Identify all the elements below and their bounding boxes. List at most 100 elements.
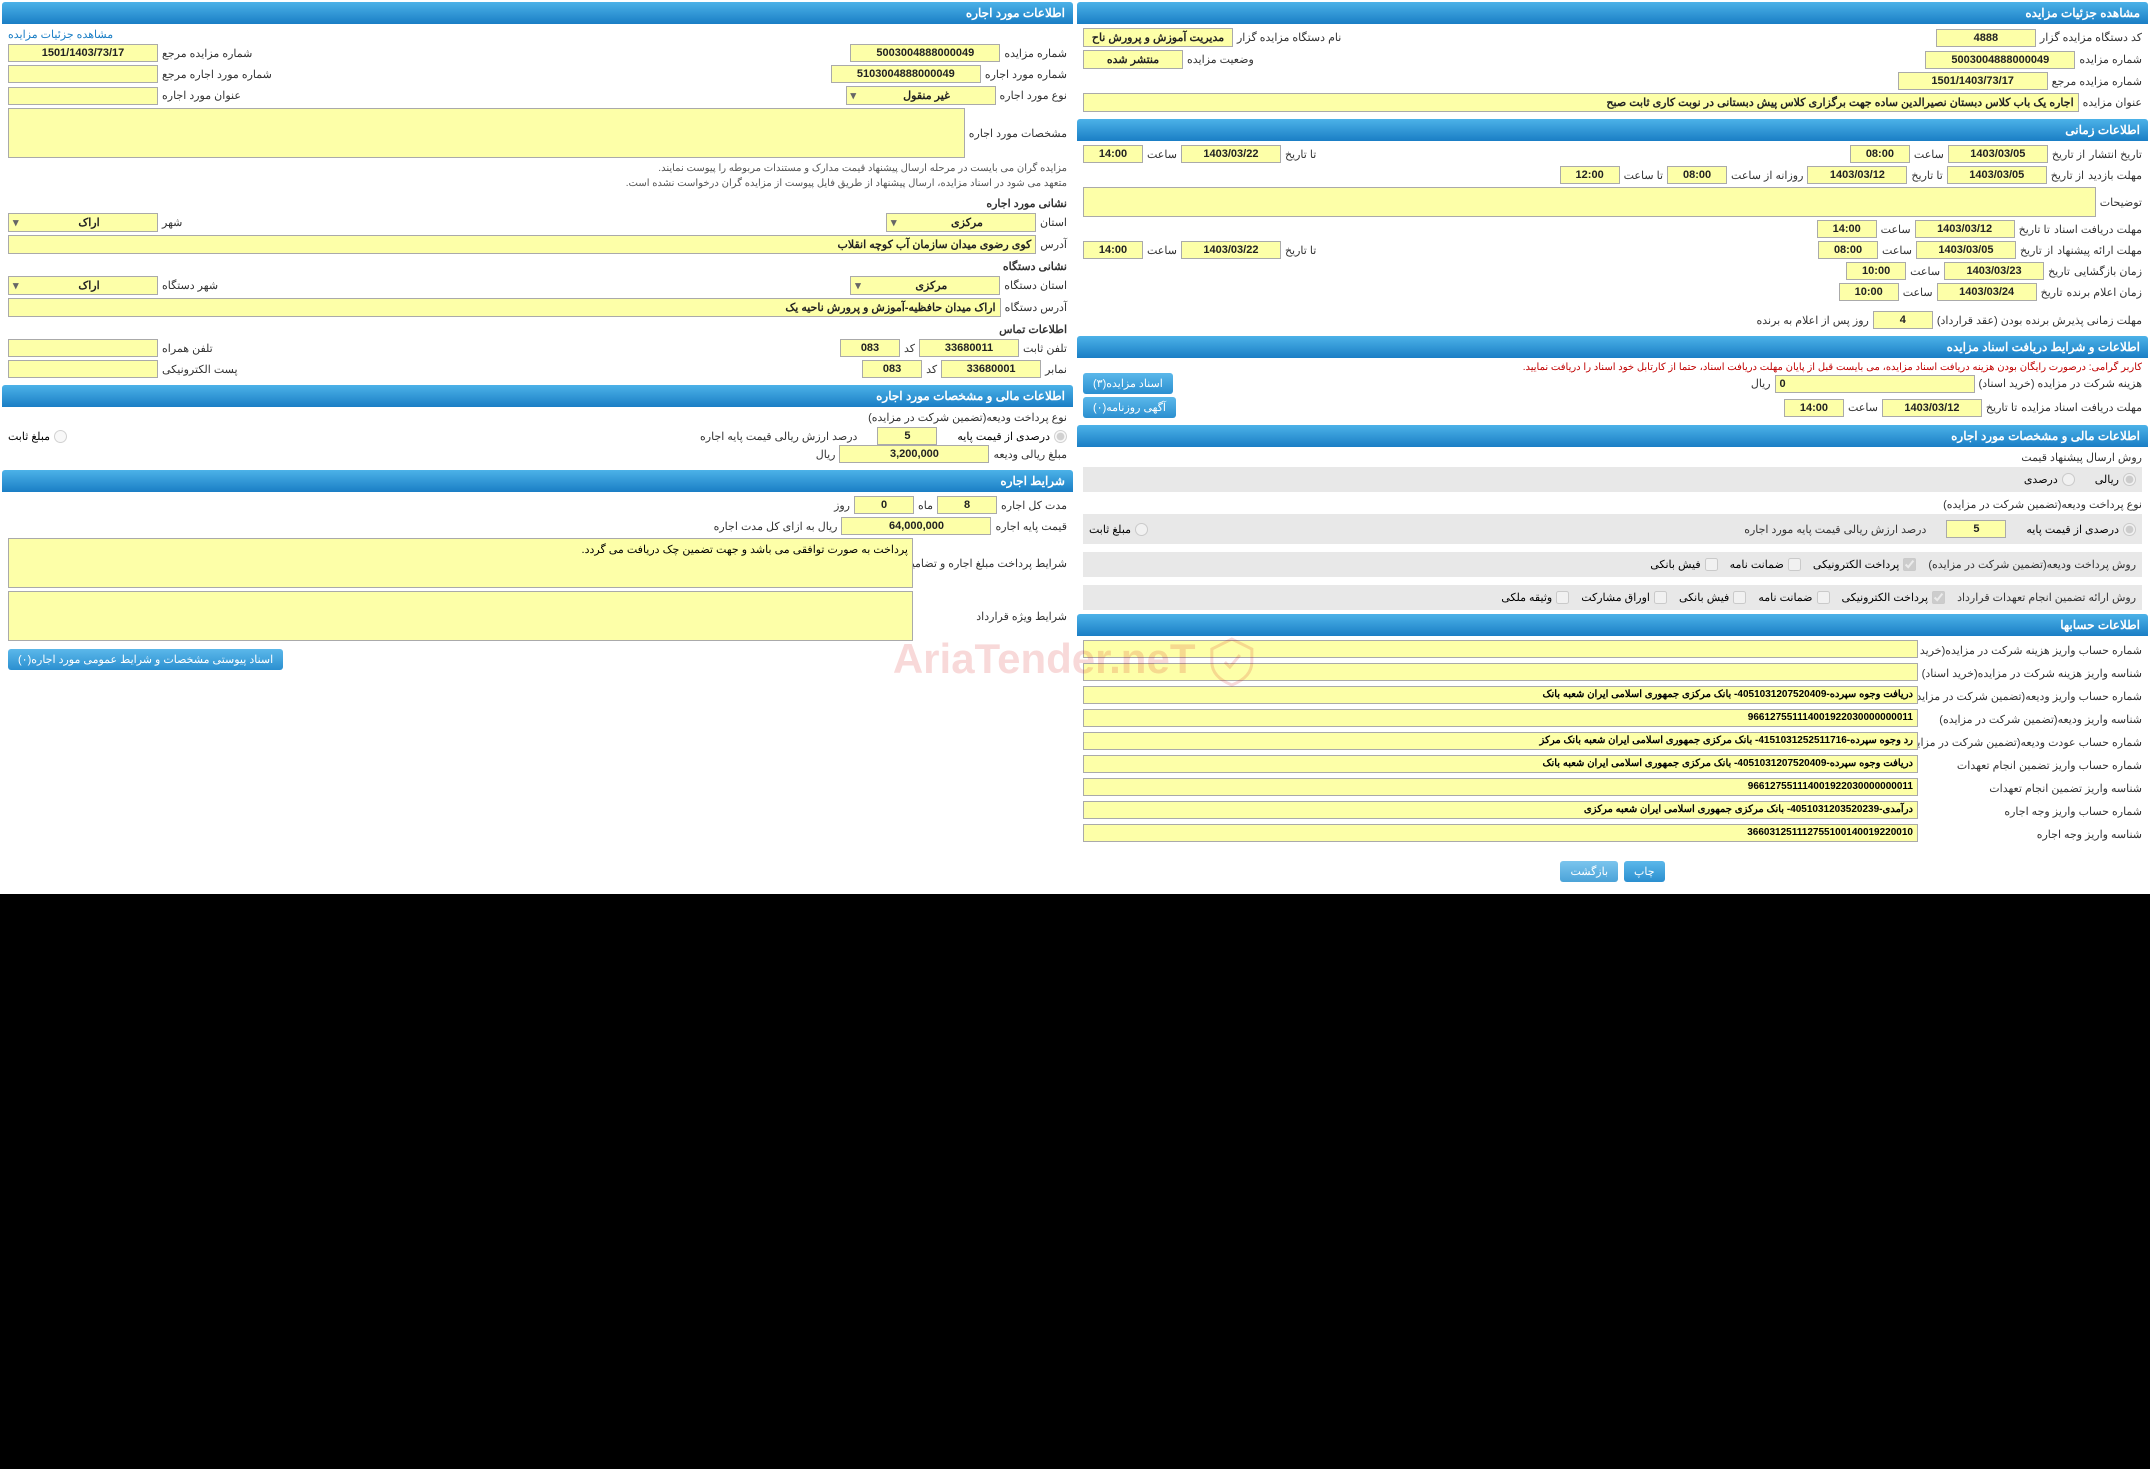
offer-to-date: 1403/03/22 (1181, 241, 1281, 259)
percent-value: 5 (1946, 520, 2006, 538)
spec-label: مشخصات مورد اجاره (969, 127, 1067, 140)
rent-type[interactable]: غیر منقول (846, 86, 996, 105)
visit-label: مهلت بازدید (2088, 169, 2142, 182)
acc8-field: درآمدی-4051031203520239- بانک مرکزی جمهو… (1083, 801, 1918, 819)
publish-from-date: 1403/03/05 (1948, 145, 2048, 163)
l-radio-base-percent[interactable]: درصدی از قیمت پایه (957, 430, 1067, 443)
left-panel: اطلاعات مورد اجاره مشاهده جزئیات مزایده … (0, 0, 1075, 894)
acc3-field: دریافت وجوه سپرده-4051031207520409- بانک… (1083, 686, 1918, 704)
open-label: زمان بازگشایی (2074, 265, 2142, 278)
note1: مزایده گران می بایست در مرحله ارسال پیشن… (8, 161, 1067, 176)
contact-section-label: اطلاعات تماس (999, 323, 1067, 336)
check-securities[interactable]: اوراق مشارکت (1581, 591, 1667, 604)
acc2-label: شناسه واریز هزینه شرکت در مزایده(خرید اس… (1922, 667, 2142, 680)
offer-time2: 14:00 (1083, 241, 1143, 259)
visit-daily-to: 12:00 (1560, 166, 1620, 184)
months-field: 8 (937, 496, 997, 514)
desc-label: توضیحات (2100, 196, 2142, 209)
province-label: استان (1040, 216, 1067, 229)
acc7-field: 966127551114001922030000000011 (1083, 778, 1918, 796)
org-name-label: نام دستگاه مزایده گزار (1237, 31, 1341, 44)
ref-no-label: شماره مزایده مرجع (2052, 75, 2142, 88)
mobile-field (8, 339, 158, 357)
fax-field: 33680001 (941, 360, 1041, 378)
radio-base-percent[interactable]: درصدی از قیمت پایه (2026, 523, 2136, 536)
fax-label: نمابر (1045, 363, 1067, 376)
spec-textarea[interactable] (8, 108, 965, 158)
deposit-amount: 3,200,000 (839, 445, 989, 463)
check-guarantee[interactable]: ضمانت نامه (1730, 558, 1801, 571)
deadline-time: 14:00 (1784, 399, 1844, 417)
acc4-label: شناسه واریز ودیعه(تضمین شرکت در مزایده) (1922, 713, 2142, 726)
l-auction-no: 5003004888000049 (850, 44, 1000, 62)
right-panel: مشاهده جزئیات مزایده کد دستگاه مزایده گز… (1075, 0, 2150, 894)
email-field (8, 360, 158, 378)
ref-no-field: 1501/1403/73/17 (1898, 72, 2048, 90)
acc6-label: شماره حساب واریز تضمین انجام تعهدات (1922, 759, 2142, 772)
print-button[interactable]: چاپ (1624, 861, 1665, 882)
title-field: اجاره یک باب کلاس دبستان نصیرالدین ساده … (1083, 93, 2079, 112)
radio-rial[interactable]: ریالی (2095, 473, 2136, 486)
org-address-field: اراک میدان حافظیه-آموزش و پرورش ناحیه یک (8, 298, 1001, 317)
auction-no-label: شماره مزایده (2079, 53, 2142, 66)
org-code-field: 4888 (1936, 29, 2036, 47)
radio-percent[interactable]: درصدی (2024, 473, 2075, 486)
rent-title-label: عنوان مورد اجاره (162, 89, 241, 102)
publish-to-time: 14:00 (1083, 145, 1143, 163)
check-electronic[interactable]: پرداخت الکترونیکی (1813, 558, 1917, 571)
code1-field: 083 (840, 339, 900, 357)
deposit-type-label: نوع پرداخت ودیعه(تضمین شرکت در مزایده) (1943, 498, 2142, 511)
fee-label: هزینه شرکت در مزایده (خرید اسناد) (1979, 377, 2142, 390)
acc5-field: رد وجوه سپرده-4151031252511716- بانک مرک… (1083, 732, 1918, 750)
deadline-date: 1403/03/12 (1882, 399, 1982, 417)
acc7-label: شناسه واریز تضمین انجام تعهدات (1922, 782, 2142, 795)
details-link[interactable]: مشاهده جزئیات مزایده (8, 28, 113, 41)
ref-rent (8, 65, 158, 83)
addr-section-label: نشانی مورد اجاره (986, 197, 1067, 210)
phone-field: 33680011 (919, 339, 1019, 357)
pay-cond-textarea[interactable]: پرداخت به صورت توافقی می باشد و جهت تضمی… (8, 538, 913, 588)
warning-text: کاربر گرامی: درصورت رایگان بودن هزینه در… (1083, 362, 2142, 373)
check-electronic-2[interactable]: پرداخت الکترونیکی (1842, 591, 1946, 604)
check-bank-slip-2[interactable]: فیش بانکی (1679, 591, 1746, 604)
check-bank-slip[interactable]: فیش بانکی (1650, 558, 1717, 571)
send-method-label: روش ارسال پیشنهاد قیمت (2021, 451, 2142, 464)
rent-no: 5103004888000049 (831, 65, 981, 83)
status-label: وضعیت مزایده (1187, 53, 1254, 66)
acc2-field (1083, 663, 1918, 681)
ref-auction: 1501/1403/73/17 (8, 44, 158, 62)
back-button[interactable]: بازگشت (1560, 861, 1618, 882)
city-select[interactable]: اراک (8, 213, 158, 232)
contract-cond-textarea[interactable] (8, 591, 913, 641)
org-city-select[interactable]: اراک (8, 276, 158, 295)
province-select[interactable]: مرکزی (886, 213, 1036, 232)
code2-label: کد (926, 363, 937, 376)
acc9-field: 366031251112755100140019220010 (1083, 824, 1918, 842)
org-province-select[interactable]: مرکزی (850, 276, 1000, 295)
check-guarantee-2[interactable]: ضمانت نامه (1758, 591, 1829, 604)
l-radio-fixed[interactable]: مبلغ ثابت (8, 430, 67, 443)
desc-field (1083, 187, 2096, 217)
rent-type-label: نوع مورد اجاره (1000, 89, 1068, 102)
l-percent-value: 5 (877, 427, 937, 445)
rent-title (8, 87, 158, 105)
offer-from-date: 1403/03/05 (1916, 241, 2016, 259)
daily-button[interactable]: آگهی روزنامه(۰) (1083, 397, 1176, 418)
section-left-financial-header: اطلاعات مالی و مشخصات مورد اجاره (2, 385, 1073, 407)
offer-label: مهلت ارائه پیشنهاد (2057, 244, 2142, 257)
pay-cond-label: شرایط پرداخت مبلغ اجاره و تضامین آن (917, 557, 1067, 570)
announce-time: 10:00 (1839, 283, 1899, 301)
org-address-label: آدرس دستگاه (1005, 301, 1067, 314)
email-label: پست الکترونیکی (162, 363, 238, 376)
radio-fixed[interactable]: مبلغ ثابت (1089, 523, 1148, 536)
city-label: شهر (162, 216, 182, 229)
acc8-label: شماره حساب واریز وجه اجاره (1922, 805, 2142, 818)
accept-label: مهلت زمانی پذیرش برنده بودن (عقد قرارداد… (1937, 314, 2142, 327)
status-field: منتشر شده (1083, 50, 1183, 69)
code1-label: کد (904, 342, 915, 355)
rent-no-label: شماره مورد اجاره (985, 68, 1067, 81)
check-property[interactable]: وثیقه ملکی (1501, 591, 1569, 604)
offer-time1: 08:00 (1818, 241, 1878, 259)
attach-button[interactable]: اسناد پیوستی مشخصات و شرایط عمومی مورد ا… (8, 649, 283, 670)
docs-button[interactable]: اسناد مزایده(۳) (1083, 373, 1173, 394)
